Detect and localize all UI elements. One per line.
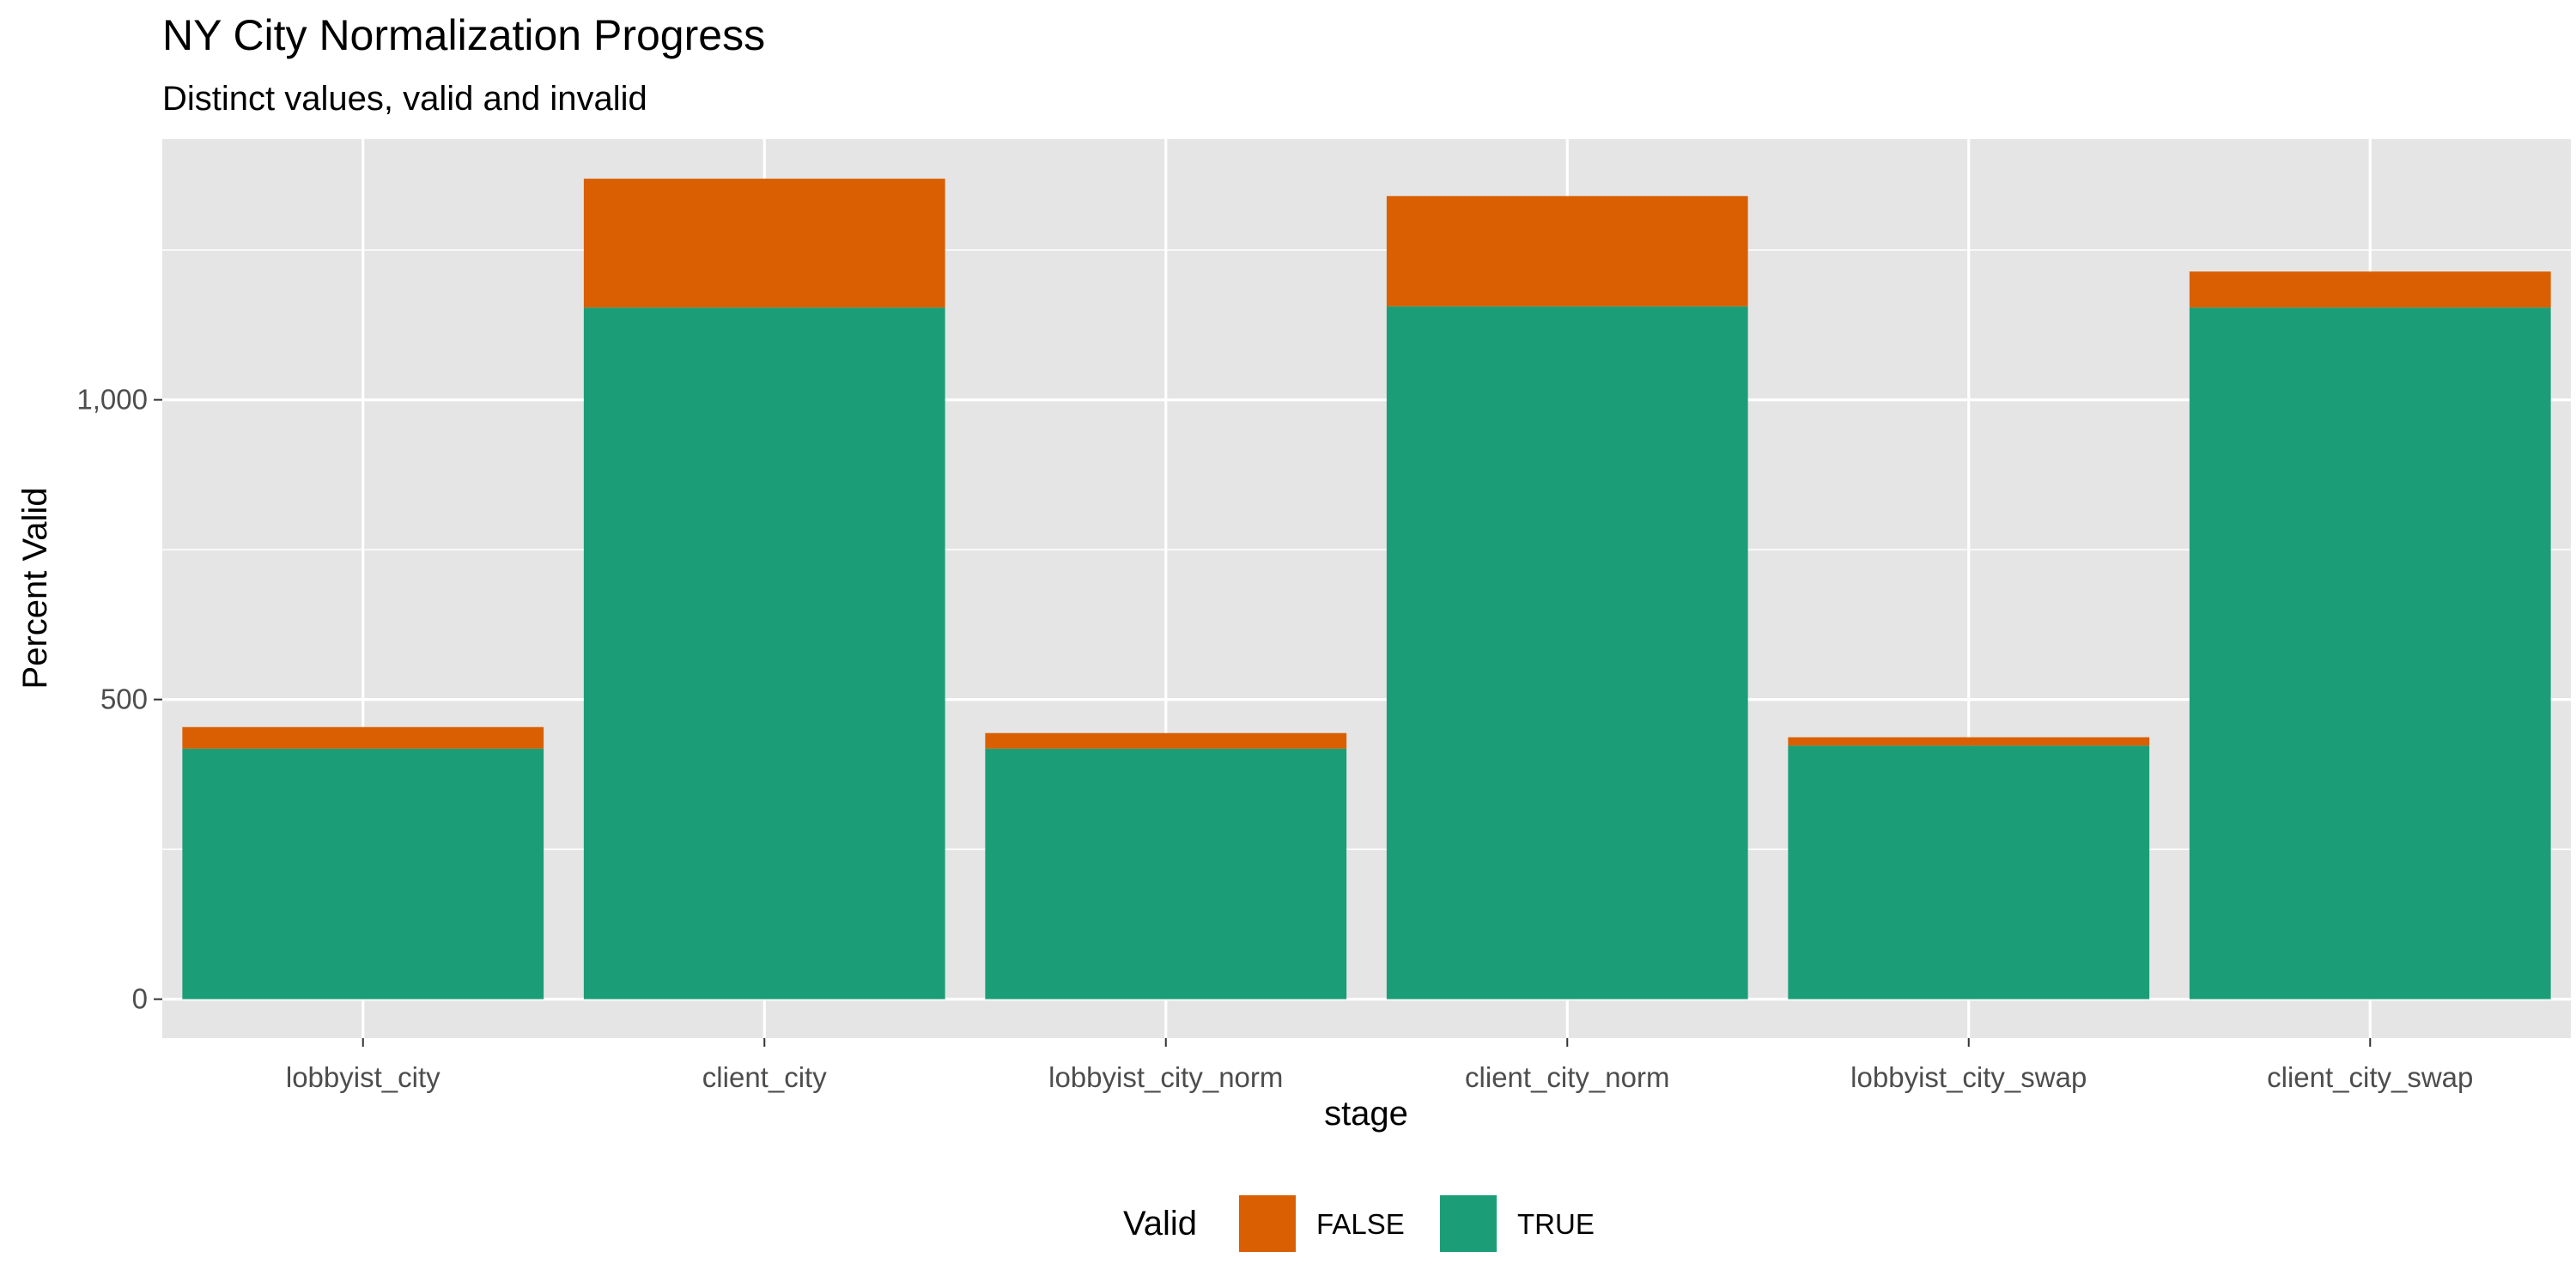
legend-key-false	[1239, 1195, 1296, 1252]
legend-title: Valid	[1123, 1205, 1197, 1242]
x-tick-label: lobbyist_city_norm	[1048, 1061, 1283, 1093]
chart-subtitle: Distinct values, valid and invalid	[162, 80, 647, 118]
bar-client_city-true	[583, 307, 945, 999]
y-tick-label: 0	[132, 983, 148, 1015]
y-tick-label: 1,000	[76, 384, 148, 416]
x-tick-label: lobbyist_city	[286, 1061, 440, 1093]
bar-lobbyist_city_swap-true	[1788, 745, 2150, 999]
bar-lobbyist_city-false	[182, 726, 544, 749]
x-tick-label: lobbyist_city_swap	[1850, 1061, 2087, 1093]
bar-client_city-false	[583, 179, 945, 308]
bar-client_city_norm-false	[1386, 196, 1748, 307]
plot-panel	[162, 139, 2571, 1038]
bars	[182, 179, 2551, 999]
x-tick-label: client_city_norm	[1465, 1061, 1669, 1093]
legend-key-true	[1440, 1195, 1497, 1252]
y-tick-label: 500	[100, 683, 148, 715]
legend-label-true: TRUE	[1517, 1208, 1595, 1240]
bar-lobbyist_city_swap-false	[1788, 737, 2150, 746]
x-axis-title: stage	[1324, 1095, 1408, 1133]
y-axis-ticks: 0 500 1,000	[76, 384, 162, 1015]
bar-client_city_swap-true	[2189, 307, 2551, 999]
legend-items: FALSE TRUE	[1239, 1195, 1595, 1252]
legend-label-false: FALSE	[1316, 1208, 1405, 1240]
bar-lobbyist_city-true	[182, 748, 544, 999]
bar-lobbyist_city_norm-true	[985, 748, 1347, 999]
bar-client_city_swap-false	[2189, 271, 2551, 308]
bar-client_city_norm-true	[1386, 306, 1748, 999]
x-axis-ticks: lobbyist_city client_city lobbyist_city_no…	[286, 1038, 2473, 1093]
legend: Valid FALSE TRUE	[1123, 1195, 1595, 1252]
bar-lobbyist_city_norm-false	[985, 732, 1347, 749]
y-axis-title: Percent Valid	[16, 488, 54, 690]
chart-title: NY City Normalization Progress	[162, 11, 765, 59]
x-tick-label: client_city_swap	[2267, 1061, 2473, 1093]
x-tick-label: client_city	[702, 1061, 827, 1093]
